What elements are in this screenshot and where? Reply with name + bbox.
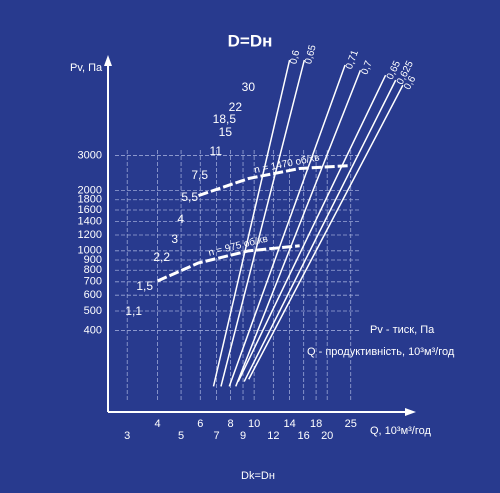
y-tick-label: 1200 <box>78 229 102 241</box>
y-tick-label: 400 <box>84 324 102 336</box>
footer: Dk=Dн <box>241 470 275 482</box>
x-tick-label: 10 <box>248 418 260 430</box>
x-tick-label: 16 <box>298 430 310 442</box>
series-label: 0,65 <box>303 43 319 65</box>
x-tick-label: 6 <box>197 418 203 430</box>
power-label: 30 <box>242 80 256 94</box>
y-tick-label: 3000 <box>78 149 102 161</box>
y-tick-label: 2000 <box>78 185 102 197</box>
y-tick-label: 1000 <box>78 245 102 257</box>
y-tick-label: 900 <box>84 254 102 266</box>
y-tick-label: 1400 <box>78 216 102 228</box>
y-axis-arrow <box>104 55 112 66</box>
power-label: 1,5 <box>136 279 153 293</box>
x-tick-label: 8 <box>228 418 234 430</box>
y-tick-label: 700 <box>84 276 102 288</box>
x-tick-label: 3 <box>124 430 130 442</box>
power-label: 5,5 <box>181 190 198 204</box>
power-label: 4 <box>177 212 184 226</box>
power-label: 1,1 <box>125 304 142 318</box>
power-label: 11 <box>210 144 223 158</box>
x-tick-label: 25 <box>345 418 357 430</box>
y-tick-label: 800 <box>84 264 102 276</box>
x-axis-label: Q, 10³м³/год <box>370 425 431 437</box>
power-label: 15 <box>219 125 233 139</box>
x-tick-label: 5 <box>178 430 184 442</box>
y-tick-label: 600 <box>84 289 102 301</box>
legend-text: Q - продуктивність, 10³м³/год <box>307 346 455 358</box>
power-label: 7,5 <box>191 168 208 182</box>
chart-title: D=Dн <box>228 31 273 50</box>
legend-text: Pv - тиск, Па <box>370 324 435 336</box>
x-tick-label: 4 <box>154 418 160 430</box>
y-tick-label: 1600 <box>78 204 102 216</box>
series-label: 0,6 <box>288 49 302 65</box>
x-tick-label: 14 <box>283 418 295 430</box>
series-line <box>220 59 306 387</box>
series-line <box>198 164 351 197</box>
power-label: 2,2 <box>153 250 170 264</box>
series-line <box>237 74 387 382</box>
series-line <box>228 64 346 387</box>
series-line <box>212 59 291 387</box>
x-axis-arrow <box>405 408 416 416</box>
series-line <box>235 69 362 387</box>
power-label: 22 <box>229 100 243 114</box>
y-tick-label: 1800 <box>78 194 102 206</box>
y-axis-label: Pv, Па <box>70 62 103 74</box>
x-tick-label: 12 <box>267 430 279 442</box>
x-tick-label: 7 <box>213 430 219 442</box>
x-tick-label: 9 <box>240 430 246 442</box>
series-line <box>243 79 397 382</box>
y-tick-label: 500 <box>84 305 102 317</box>
x-tick-label: 18 <box>310 418 322 430</box>
x-tick-label: 20 <box>321 430 333 442</box>
series-line <box>248 84 404 380</box>
power-label: 18,5 <box>213 112 237 126</box>
series-line <box>156 244 300 283</box>
power-label: 3 <box>171 232 178 246</box>
series-label: 0,7 <box>359 59 374 76</box>
